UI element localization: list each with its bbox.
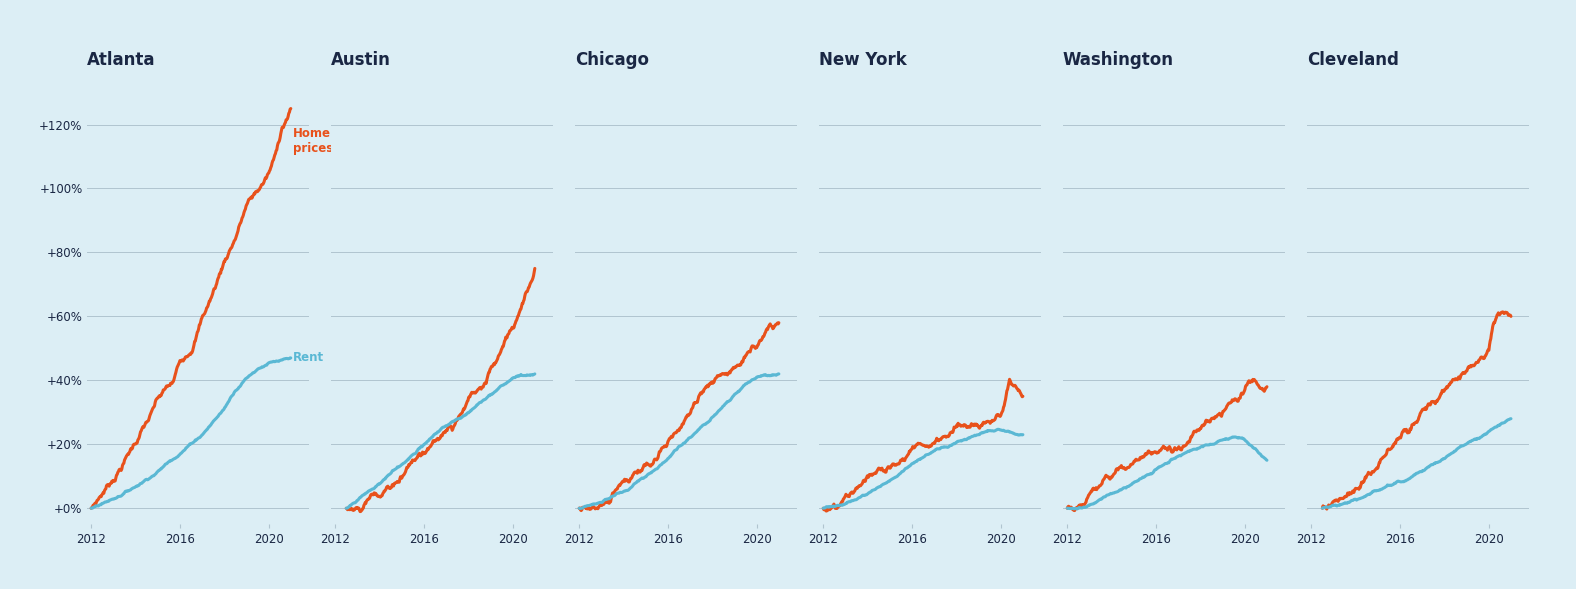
Text: Austin: Austin: [331, 51, 391, 70]
Text: Cleveland: Cleveland: [1307, 51, 1399, 70]
Text: New York: New York: [820, 51, 906, 70]
Text: Rent: Rent: [293, 352, 325, 365]
Text: Atlanta: Atlanta: [87, 51, 154, 70]
Text: Home
prices: Home prices: [293, 127, 333, 154]
Text: Washington: Washington: [1062, 51, 1174, 70]
Text: Chicago: Chicago: [575, 51, 649, 70]
